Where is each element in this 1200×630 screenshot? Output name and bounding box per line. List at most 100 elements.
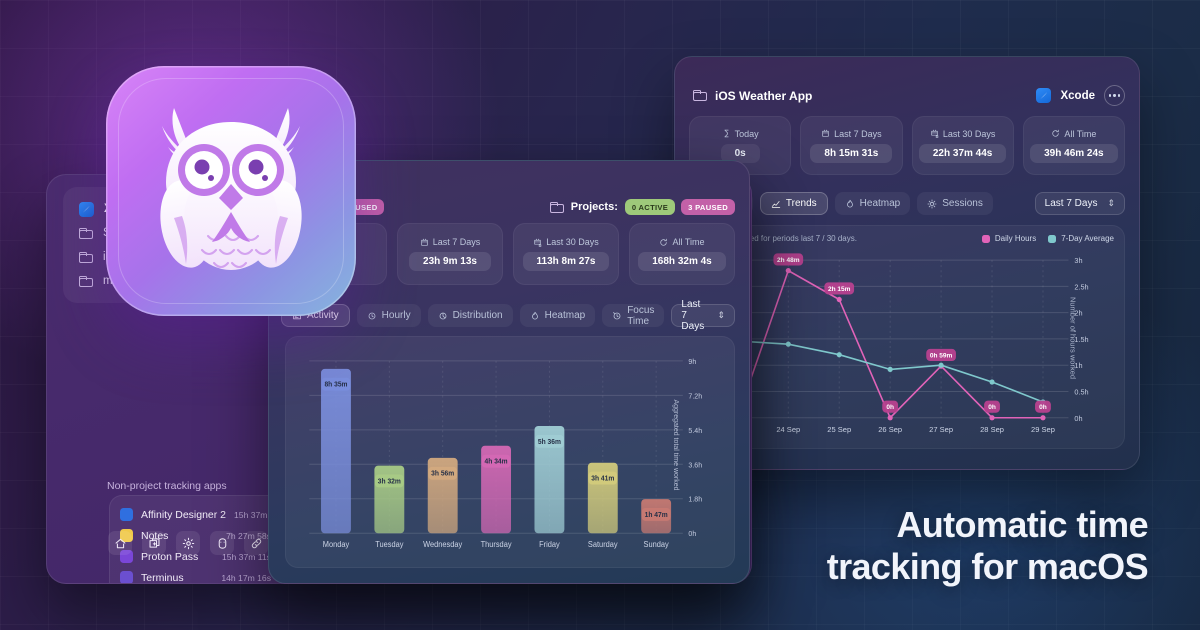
nonproject-apps-list: Affinity Designer 2 15h 37m 10s Notes 7h 27…: [109, 495, 299, 584]
svg-text:28 Sep: 28 Sep: [980, 425, 1004, 434]
projects-label: Projects:: [570, 201, 618, 213]
refresh-icon: [1051, 129, 1060, 138]
svg-text:26 Sep: 26 Sep: [878, 425, 902, 434]
svg-text:5h 36m: 5h 36m: [538, 439, 561, 446]
stat-value: 113h 8m 27s: [522, 252, 610, 271]
legend-swatch: [981, 234, 990, 243]
tab-distribution[interactable]: Distribution: [427, 304, 513, 327]
legend-swatch: [1048, 234, 1057, 243]
owl-icon: [216, 537, 229, 550]
xcode-icon: [1036, 88, 1052, 103]
stat-value: 8h 15m 31s: [810, 143, 893, 163]
range-select[interactable]: Last 7 Days ⇕: [671, 299, 735, 332]
tab-hourly[interactable]: Hourly: [356, 304, 421, 327]
app-list-item[interactable]: Terminus 14h 17m 16s: [120, 567, 286, 584]
svg-text:7.2h: 7.2h: [688, 391, 702, 400]
tab-heatmap[interactable]: Heatmap: [834, 192, 911, 215]
calendar-icon: [420, 238, 429, 247]
home-icon: [114, 537, 127, 550]
folder-icon: [79, 251, 93, 263]
nonproject-apps-label: Non-project tracking apps: [107, 480, 227, 492]
tab-label: Hourly: [381, 310, 411, 321]
toolbar-owl-button[interactable]: [210, 531, 234, 555]
folder-icon: [549, 201, 564, 213]
svg-text:1h 47m: 1h 47m: [645, 512, 668, 519]
tagline-line-1: Automatic time: [896, 503, 1148, 545]
toolbar-home-button[interactable]: [108, 531, 132, 555]
app-icon: [120, 571, 133, 583]
trends-y-axis-label: Number of hours worked: [1068, 297, 1078, 380]
chevron-updown-icon: ⇕: [717, 310, 725, 320]
svg-text:5.4h: 5.4h: [688, 426, 702, 435]
tab-label: Heatmap: [859, 198, 901, 209]
toolbar-windows-add-button[interactable]: [142, 531, 166, 555]
stat-card: All Time 39h 46m 24s: [1022, 116, 1125, 175]
legend-label: 7-Day Average: [1061, 234, 1114, 243]
more-dots-icon[interactable]: [1104, 85, 1125, 106]
projects-summary: Projects: 0 ACTIVE 3 PAUSED: [549, 199, 735, 215]
app-name: Notes: [141, 529, 169, 542]
app-time: 15h 37m 11s: [221, 551, 271, 562]
stat-label-text: Last 7 Days: [834, 128, 882, 139]
app-name: Affinity Designer 2: [141, 508, 227, 521]
trends-note-row: is only displayed for periods last 7 / 3…: [700, 234, 1114, 243]
gear-icon: [182, 537, 195, 550]
svg-text:0h: 0h: [1074, 414, 1082, 423]
calendar-30-icon: [930, 129, 939, 138]
svg-text:1.8h: 1.8h: [688, 495, 702, 504]
app-list-item[interactable]: Affinity Designer 2 15h 37m 10s: [120, 504, 299, 525]
right-window-title: iOS Weather App: [715, 88, 813, 103]
stat-label: Last 7 Days: [821, 129, 882, 139]
svg-text:Monday: Monday: [323, 540, 350, 549]
tab-heatmap[interactable]: Heatmap: [519, 304, 596, 327]
folder-icon: [693, 90, 707, 101]
svg-text:3.6h: 3.6h: [688, 460, 702, 469]
link-icon: [250, 537, 263, 550]
svg-text:3h: 3h: [1074, 256, 1082, 265]
svg-text:29 Sep: 29 Sep: [1031, 425, 1055, 434]
trends-legend: Daily Hours 7-Day Average: [981, 234, 1114, 243]
stat-label: Last 30 Days: [533, 237, 599, 247]
right-window-header-right: Xcode: [1036, 85, 1125, 106]
stat-value: 22h 37m 44s: [918, 143, 1007, 163]
stat-label-text: All Time: [672, 237, 705, 247]
refresh-icon: [659, 238, 668, 247]
tab-label: Focus Time: [627, 304, 655, 327]
stat-value: 23h 9m 13s: [409, 252, 491, 271]
tab-focus-time[interactable]: Focus Time: [602, 304, 665, 327]
svg-text:2.5h: 2.5h: [1074, 282, 1088, 291]
sessions-icon: [927, 199, 937, 209]
stat-label-text: Today: [734, 128, 759, 139]
toolbar-gear-button[interactable]: [176, 531, 200, 555]
svg-text:Sunday: Sunday: [644, 540, 669, 549]
svg-text:Tuesday: Tuesday: [375, 540, 403, 549]
svg-text:Saturday: Saturday: [588, 540, 618, 549]
svg-text:Wednesday: Wednesday: [423, 540, 462, 549]
legend-item: Daily Hours: [981, 234, 1036, 243]
projects-badges: 0 ACTIVE 3 PAUSED: [624, 199, 735, 215]
app-name: Terminus: [141, 571, 184, 584]
right-tab-bar: HourlyTrendsHeatmapSessionsLast 7 Days⇕: [689, 192, 1125, 215]
xcode-icon: [79, 201, 94, 217]
status-badge: 3 PAUSED: [681, 199, 735, 215]
distribution-icon: [438, 311, 448, 321]
svg-text:3h 41m: 3h 41m: [591, 475, 614, 482]
stat-label: All Time: [659, 237, 705, 247]
toolbar-link-button[interactable]: [244, 531, 268, 555]
range-select[interactable]: Last 7 Days ⇕: [1034, 192, 1125, 215]
tab-sessions[interactable]: Sessions: [917, 192, 993, 215]
tab-trends[interactable]: Trends: [759, 192, 828, 215]
stat-card: Last 30 Days 22h 37m 44s: [911, 116, 1014, 175]
stat-label-text: Last 30 Days: [546, 237, 599, 247]
calendar-30-icon: [533, 238, 542, 247]
svg-text:3h 32m: 3h 32m: [378, 478, 401, 485]
tagline-line-2: tracking for macOS: [826, 545, 1149, 587]
app-icon: [120, 508, 133, 521]
range-select-value: Last 7 Days: [1044, 198, 1098, 209]
svg-text:Friday: Friday: [539, 540, 560, 549]
tab-label: Activity: [307, 310, 339, 321]
svg-text:25 Sep: 25 Sep: [827, 425, 851, 434]
status-badge: 0 ACTIVE: [624, 199, 676, 215]
